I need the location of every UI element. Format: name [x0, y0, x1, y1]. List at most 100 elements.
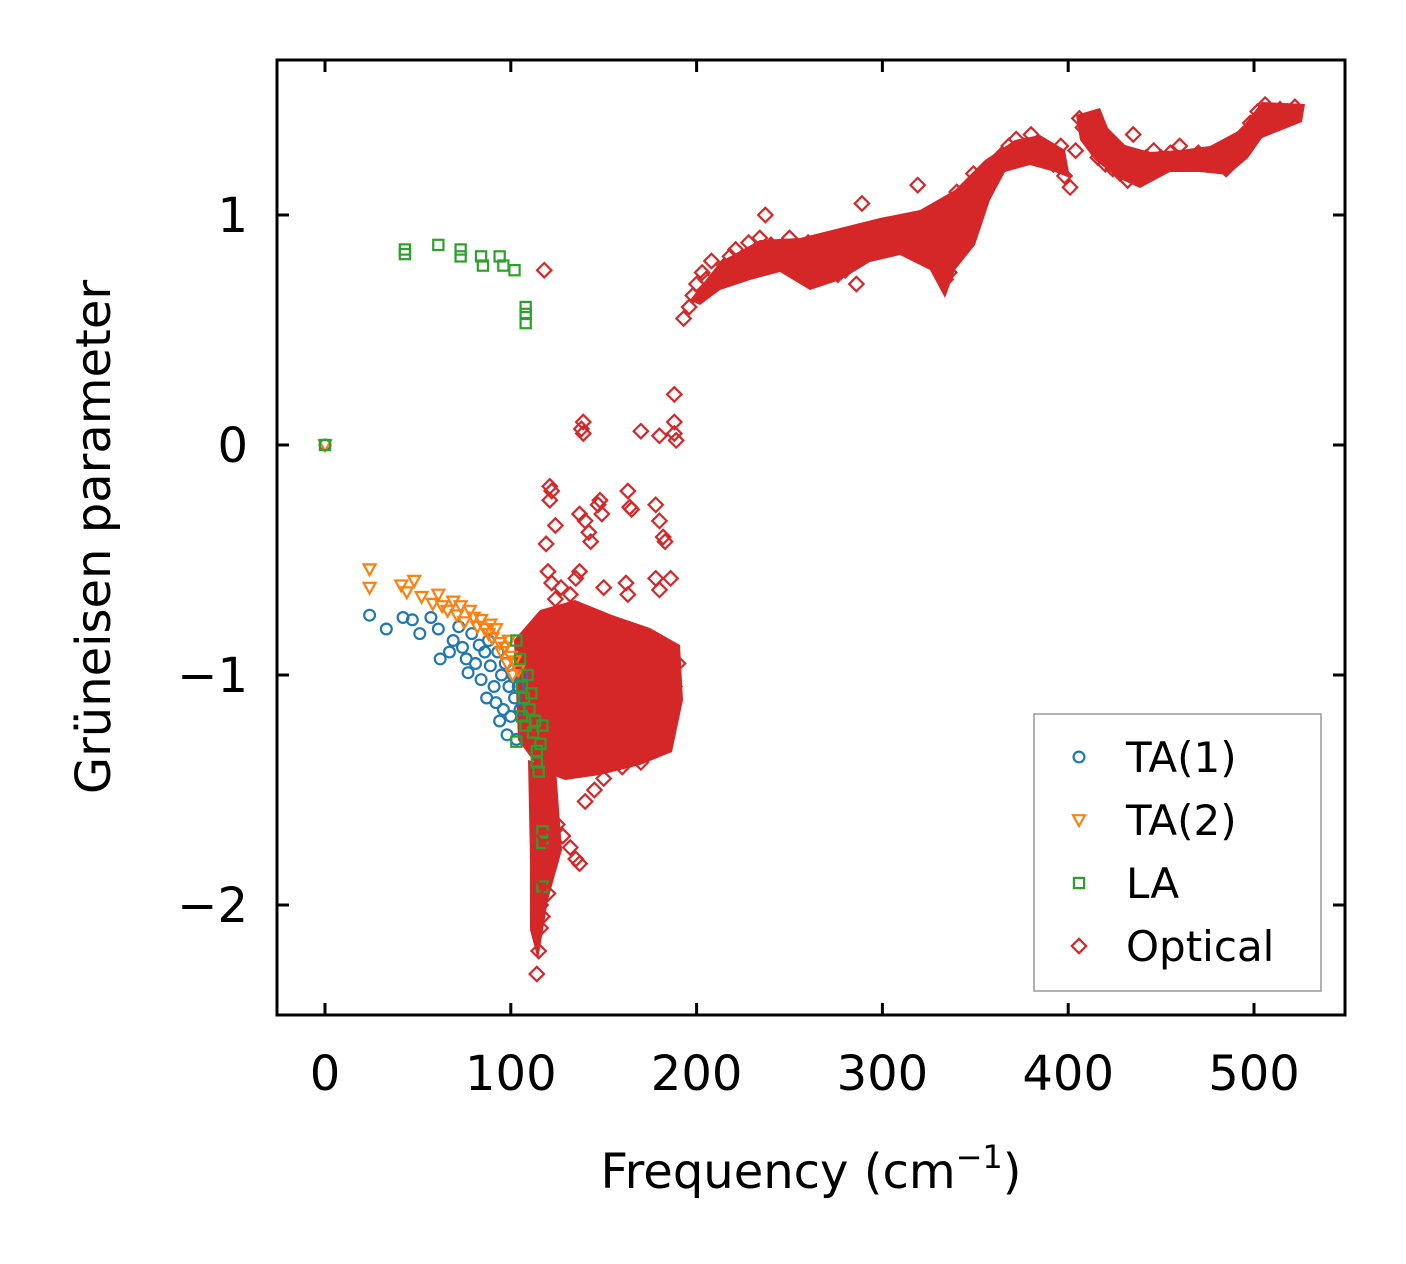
ta-1-point [468, 656, 482, 670]
optical-point [1014, 137, 1033, 155]
optical-point [1124, 125, 1142, 144]
legend-marker-la [1072, 876, 1086, 890]
optical-point [684, 286, 702, 305]
optical-point [667, 431, 685, 450]
y-axis-title: Grüneisen parameter [66, 280, 122, 795]
la-point [318, 438, 332, 452]
ta-2-point [361, 563, 378, 578]
optical-point [1278, 102, 1297, 121]
ta-1-point [405, 613, 419, 627]
optical-point [767, 247, 786, 266]
axis-ticks: 0 100 200 300 400 500 −2 −1 0 1 [177, 60, 1345, 1102]
optical-point [529, 942, 548, 960]
y-tick-label: −1 [177, 648, 248, 704]
optical-point [669, 654, 687, 673]
optical-point [541, 491, 559, 509]
optical-point [1234, 125, 1252, 144]
optical-point [1226, 148, 1245, 167]
x-axis-title-superscript: −1 [956, 1138, 1003, 1176]
ta-2-point [406, 574, 423, 589]
optical-point [1052, 137, 1070, 155]
optical-point [561, 838, 580, 857]
ta-1-point [431, 622, 445, 636]
optical-point [656, 532, 674, 551]
optical-point [847, 275, 866, 293]
optical-point [873, 233, 892, 252]
optical-point [1189, 144, 1208, 162]
optical-point [836, 261, 854, 279]
optical-point [665, 424, 684, 443]
optical-point [1081, 132, 1100, 151]
optical-point [546, 590, 565, 608]
optical-point [570, 854, 589, 873]
optical-point [594, 769, 613, 788]
ta-1-point [483, 659, 497, 673]
la-point [515, 680, 529, 693]
optical-point [581, 532, 600, 551]
ta-1-point [478, 645, 492, 659]
optical-point [539, 884, 557, 903]
optical-point [531, 896, 550, 914]
optical-point [751, 229, 769, 247]
optical-point [574, 424, 593, 443]
optical-point [1256, 95, 1274, 114]
legend-label-optical: Optical [1126, 922, 1274, 971]
ta-1-point [474, 673, 488, 687]
optical-point [895, 229, 914, 247]
optical-point [1208, 146, 1226, 164]
la-point [534, 737, 547, 751]
ta-1-point [502, 679, 516, 693]
legend-label-ta-1: TA(1) [1125, 733, 1237, 782]
optical-point [866, 229, 884, 247]
optical-point [829, 266, 847, 284]
optical-point [1074, 118, 1092, 137]
optical-point [1263, 105, 1282, 123]
optical-point [1044, 155, 1063, 174]
optical-point [992, 146, 1011, 164]
ta-1-point [363, 608, 377, 622]
optical-point [539, 804, 557, 822]
ta-2-point [456, 616, 473, 631]
optical-point [977, 171, 996, 190]
ta-2-point [424, 597, 441, 612]
optical-point [548, 815, 567, 834]
ta-2-point [413, 590, 430, 606]
optical-point [1180, 151, 1198, 169]
optical-point [528, 965, 546, 983]
la-point [510, 735, 523, 748]
ta-2-point [361, 581, 378, 596]
ta-2-point [504, 669, 521, 684]
la-point [513, 652, 527, 666]
plot-frame [275, 58, 1347, 1017]
optical-point [721, 247, 739, 266]
x-tick-label: 0 [310, 1046, 341, 1102]
optical-upper-band [690, 135, 1070, 305]
ta-1-point [487, 679, 501, 693]
ta-1-point [489, 696, 503, 710]
optical-point [585, 781, 604, 799]
ta-1-point [446, 633, 460, 647]
optical-point [1170, 137, 1189, 155]
optical-point [537, 535, 555, 553]
optical-point [858, 240, 877, 259]
optical-point [665, 413, 684, 431]
la-point [523, 703, 536, 716]
optical-point [791, 247, 810, 266]
optical-point [531, 919, 550, 937]
ta-1-point [461, 666, 475, 680]
optical-point [745, 243, 763, 261]
optical-point [1241, 114, 1260, 132]
la-point [519, 300, 532, 314]
optical-point [654, 528, 672, 546]
optical-point [1066, 141, 1085, 160]
optical-point [619, 482, 637, 500]
ta-2-point [393, 579, 410, 594]
x-axis-title: Frequency (cm−1) [600, 1138, 1021, 1200]
x-tick-label: 400 [1022, 1046, 1114, 1102]
scatter-markers [317, 95, 1304, 983]
la-point [454, 250, 467, 263]
la-point [454, 243, 467, 256]
legend-entries: TA(1) TA(2) LA Optical [1070, 733, 1274, 971]
ta-1-point [424, 610, 438, 624]
